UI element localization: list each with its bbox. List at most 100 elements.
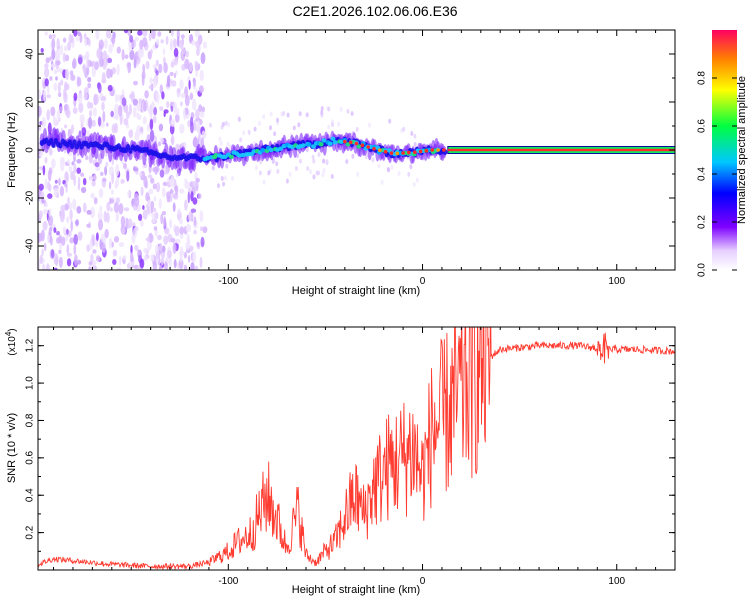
noise-speck: [169, 38, 174, 51]
noise-speck: [176, 36, 180, 48]
noise-speck: [355, 126, 359, 132]
noise-speck: [76, 167, 81, 174]
noise-speck: [67, 196, 70, 205]
noise-speck: [76, 159, 82, 164]
trace-peak: [407, 150, 411, 155]
trace-peak: [389, 151, 394, 155]
noise-speck: [49, 56, 52, 61]
noise-speck: [224, 120, 228, 126]
noise-speck: [67, 41, 72, 51]
noise-speck: [153, 196, 157, 202]
noise-speck: [239, 137, 243, 143]
noise-speck: [286, 112, 290, 118]
noise-speck: [142, 205, 145, 210]
noise-speck: [192, 251, 197, 263]
noise-speck: [66, 258, 72, 267]
noise-speck: [195, 108, 200, 120]
noise-speck: [44, 202, 48, 208]
noise-speck: [174, 184, 179, 195]
noise-speck: [297, 122, 301, 128]
noise-speck: [56, 48, 61, 60]
noise-speck: [269, 125, 272, 131]
noise-speck: [111, 123, 117, 134]
noise-speck: [42, 165, 46, 176]
noise-speck: [137, 30, 143, 36]
noise-speck: [129, 259, 135, 266]
noise-speck: [192, 78, 196, 87]
trace-bright: [268, 147, 274, 153]
noise-speck: [199, 256, 203, 268]
noise-speck: [147, 199, 151, 208]
noise-speck: [322, 168, 326, 173]
noise-speck: [118, 105, 123, 117]
noise-speck: [312, 174, 316, 180]
noise-speck: [58, 249, 62, 254]
noise-speck: [150, 177, 155, 184]
noise-speck: [199, 111, 205, 118]
noise-speck: [44, 157, 48, 164]
noise-speck: [96, 232, 99, 242]
trace-bright: [327, 141, 333, 146]
trace-peak: [354, 141, 359, 146]
noise-speck: [116, 63, 120, 76]
noise-speck: [68, 165, 73, 173]
noise-speck: [140, 125, 144, 136]
noise-speck: [152, 115, 157, 124]
noise-speck: [194, 61, 198, 72]
noise-speck: [169, 218, 173, 230]
noise-speck: [187, 255, 191, 263]
noise-speck: [55, 60, 61, 66]
noise-speck: [160, 257, 164, 266]
noise-speck: [64, 54, 70, 62]
noise-speck: [100, 171, 104, 176]
noise-speck: [38, 232, 41, 244]
noise-speck: [63, 92, 68, 104]
noise-speck: [159, 84, 163, 94]
steady-line-core: [447, 148, 675, 152]
noise-speck: [103, 210, 107, 223]
noise-speck: [174, 226, 180, 237]
noise-speck: [74, 254, 78, 266]
noise-speck: [128, 104, 132, 115]
noise-speck: [195, 177, 200, 183]
noise-speck: [41, 197, 45, 204]
noise-speck: [170, 105, 174, 112]
noise-speck: [98, 219, 103, 231]
noise-speck: [50, 236, 53, 246]
noise-speck: [122, 255, 127, 260]
noise-speck: [48, 167, 53, 175]
noise-speck: [90, 192, 95, 199]
noise-speck: [56, 231, 60, 236]
trace-peak: [413, 150, 417, 154]
noise-speck: [202, 226, 208, 234]
noise-speck: [113, 236, 120, 243]
noise-speck: [380, 179, 384, 185]
noise-speck: [149, 129, 155, 142]
noise-speck: [194, 135, 197, 148]
noise-speck: [137, 249, 141, 255]
noise-speck: [142, 209, 148, 220]
noise-speck: [139, 258, 145, 269]
noise-speck: [159, 242, 163, 252]
noise-speck: [134, 244, 139, 251]
noise-speck: [83, 202, 87, 213]
noise-speck: [184, 181, 190, 189]
trace-peak: [401, 151, 405, 155]
noise-speck: [172, 202, 176, 212]
trace-core: [51, 142, 56, 148]
noise-speck: [195, 40, 201, 49]
noise-speck: [44, 67, 50, 78]
noise-speck: [94, 162, 100, 168]
noise-speck: [330, 174, 334, 179]
noise-speck: [105, 30, 112, 39]
noise-speck: [149, 112, 153, 120]
noise-speck: [254, 165, 258, 171]
noise-speck: [337, 121, 341, 127]
noise-speck: [179, 79, 184, 90]
noise-speck: [253, 126, 257, 132]
trace-peak: [395, 151, 400, 156]
noise-speck: [165, 35, 169, 45]
noise-speck: [190, 262, 195, 270]
noise-speck: [54, 179, 58, 184]
noise-speck: [191, 40, 196, 46]
